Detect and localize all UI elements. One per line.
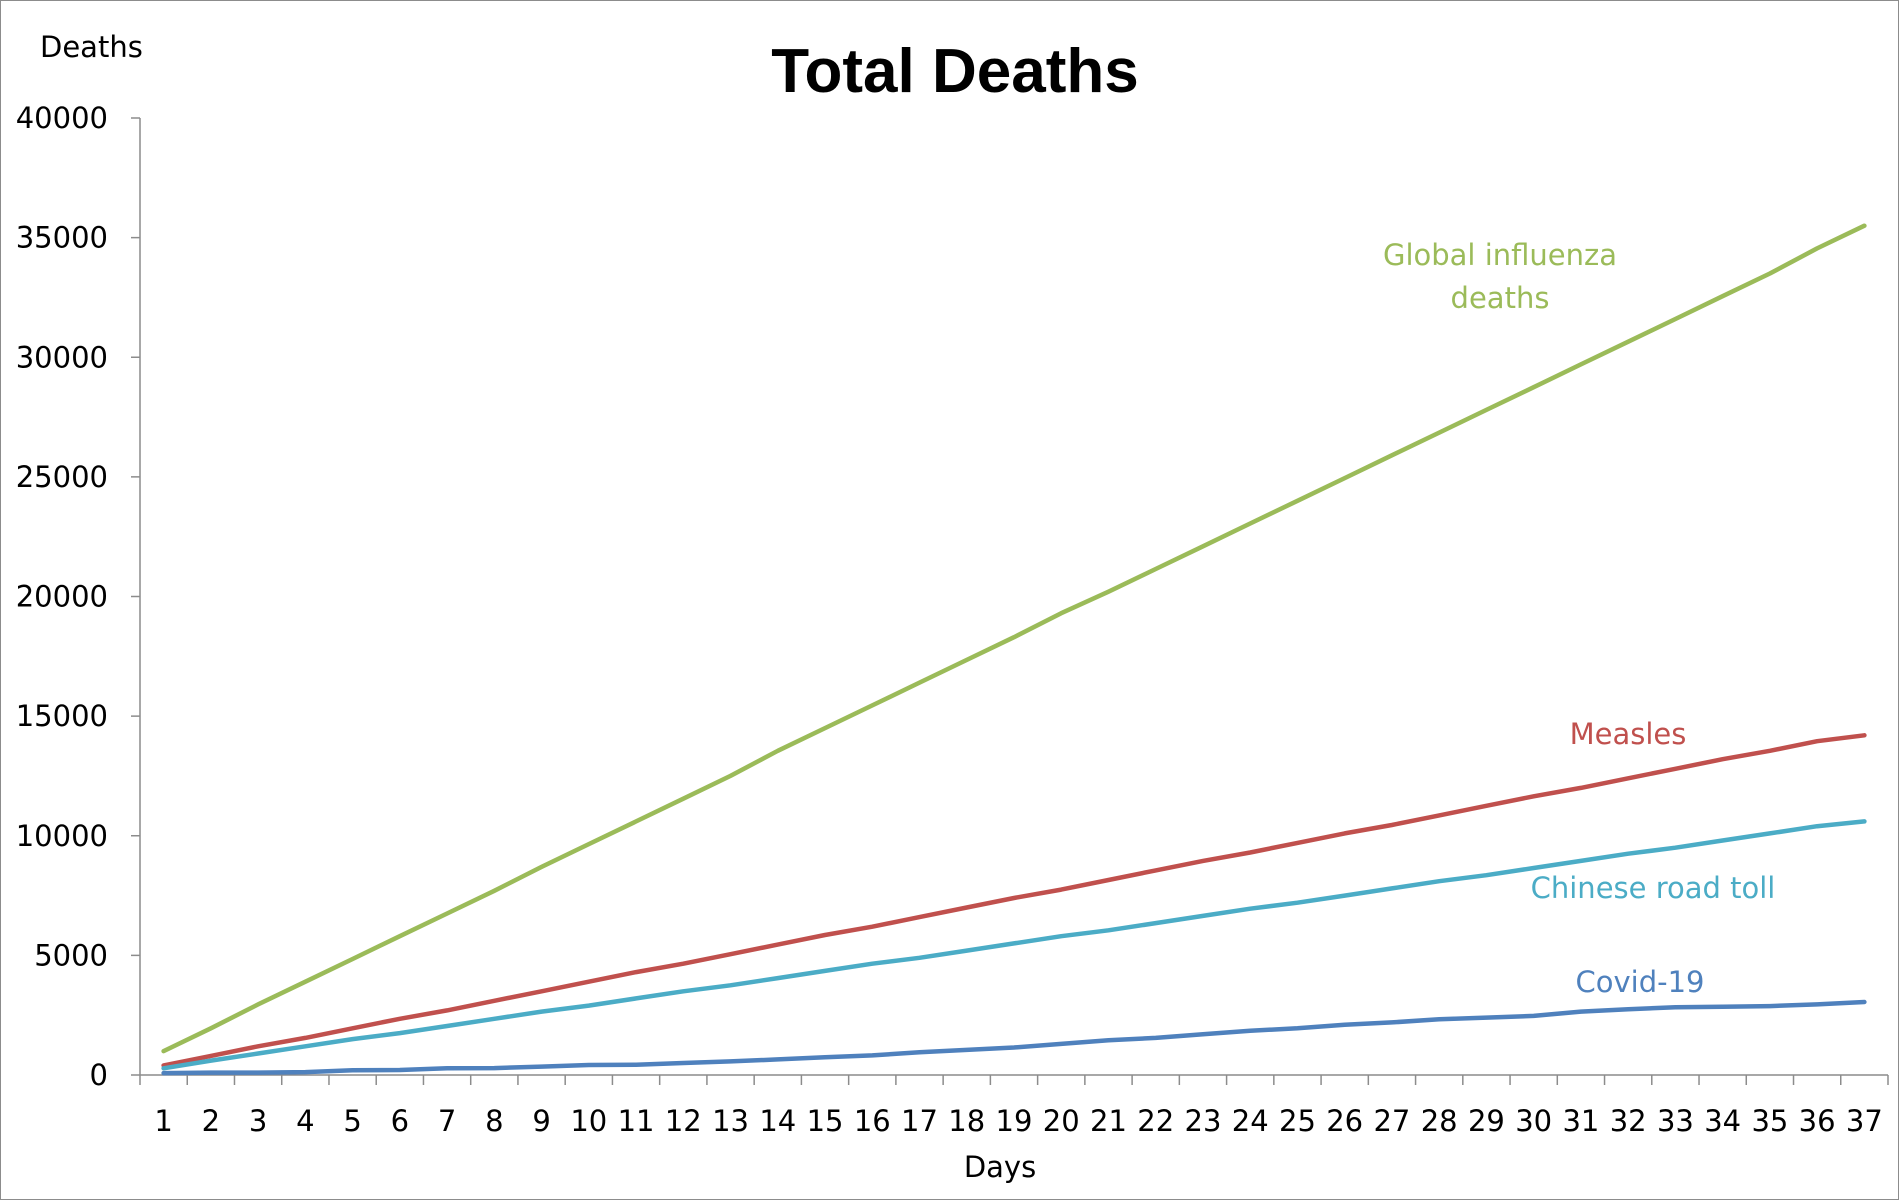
x-tick-label: 14 — [759, 1104, 796, 1138]
x-tick-label: 12 — [665, 1104, 702, 1138]
x-tick-label: 30 — [1515, 1104, 1552, 1138]
y-tick-label: 5000 — [34, 938, 108, 972]
y-tick-label: 40000 — [16, 101, 108, 135]
tick-labels: 0 5000 10000 15000 20000 25000 30000 35000 40000… — [16, 101, 1889, 1138]
x-tick-label: 13 — [712, 1104, 749, 1138]
series-label-measles: Measles — [1570, 717, 1687, 751]
x-tick-label: 11 — [618, 1104, 655, 1138]
x-tick-label: 2 — [202, 1104, 220, 1138]
x-tick-label: 36 — [1799, 1104, 1836, 1138]
chart-title: Total Deaths — [771, 37, 1138, 106]
x-tick-label: 21 — [1090, 1104, 1127, 1138]
x-tick-label: 32 — [1610, 1104, 1647, 1138]
axes — [139, 118, 1888, 1076]
x-tick-label: 16 — [854, 1104, 891, 1138]
y-tick-label: 10000 — [16, 819, 108, 853]
x-tick-label: 23 — [1185, 1104, 1222, 1138]
x-tick-label: 7 — [438, 1104, 456, 1138]
series-labels: Global influenza deaths Measles Chinese roa… — [1383, 238, 1775, 999]
y-tick-label: 0 — [90, 1058, 108, 1092]
series-line-covid-19 — [161, 999, 1867, 1076]
x-tick-label: 6 — [391, 1104, 409, 1138]
y-tick-label: 15000 — [16, 699, 108, 733]
x-tick-label: 29 — [1468, 1104, 1505, 1138]
series-label-global-influenza-deaths: Global influenza deaths — [1383, 238, 1617, 315]
x-tick-label: 3 — [249, 1104, 267, 1138]
x-tick-label: 31 — [1562, 1104, 1599, 1138]
x-tick-label: 1 — [154, 1104, 172, 1138]
x-axis-title: Days — [964, 1150, 1036, 1184]
y-tick-label: 35000 — [16, 221, 108, 255]
series-label-chinese-road-toll: Chinese road toll — [1531, 871, 1776, 905]
x-tick-label: 25 — [1279, 1104, 1316, 1138]
series-label-covid-19: Covid-19 — [1576, 965, 1705, 999]
x-tick-label: 19 — [996, 1104, 1033, 1138]
x-tick-label: 33 — [1657, 1104, 1694, 1138]
x-tick-label: 27 — [1373, 1104, 1410, 1138]
x-tick-label: 20 — [1043, 1104, 1080, 1138]
x-tick-label: 5 — [343, 1104, 361, 1138]
x-tick-label: 17 — [901, 1104, 938, 1138]
x-tick-label: 18 — [948, 1104, 985, 1138]
y-axis-title: Deaths — [40, 30, 143, 64]
series-lines — [161, 223, 1867, 1076]
series-line-measles — [161, 733, 1867, 1068]
y-tick-label: 30000 — [16, 340, 108, 374]
x-tick-label: 35 — [1751, 1104, 1788, 1138]
x-tick-label: 9 — [532, 1104, 550, 1138]
x-tick-label: 24 — [1232, 1104, 1269, 1138]
x-tick-label: 22 — [1137, 1104, 1174, 1138]
x-tick-label: 8 — [485, 1104, 503, 1138]
series-line-global-influenza-deaths — [161, 223, 1867, 1054]
x-tick-label: 10 — [570, 1104, 607, 1138]
x-tick-label: 15 — [807, 1104, 844, 1138]
series-line-chinese-road-toll — [161, 819, 1867, 1071]
x-tick-label: 26 — [1326, 1104, 1363, 1138]
y-tick-label: 20000 — [16, 580, 108, 614]
x-tick-label: 28 — [1421, 1104, 1458, 1138]
x-tick-label: 37 — [1846, 1104, 1883, 1138]
x-tick-label: 34 — [1704, 1104, 1741, 1138]
x-tick-label: 4 — [296, 1104, 314, 1138]
y-tick-label: 25000 — [16, 460, 108, 494]
